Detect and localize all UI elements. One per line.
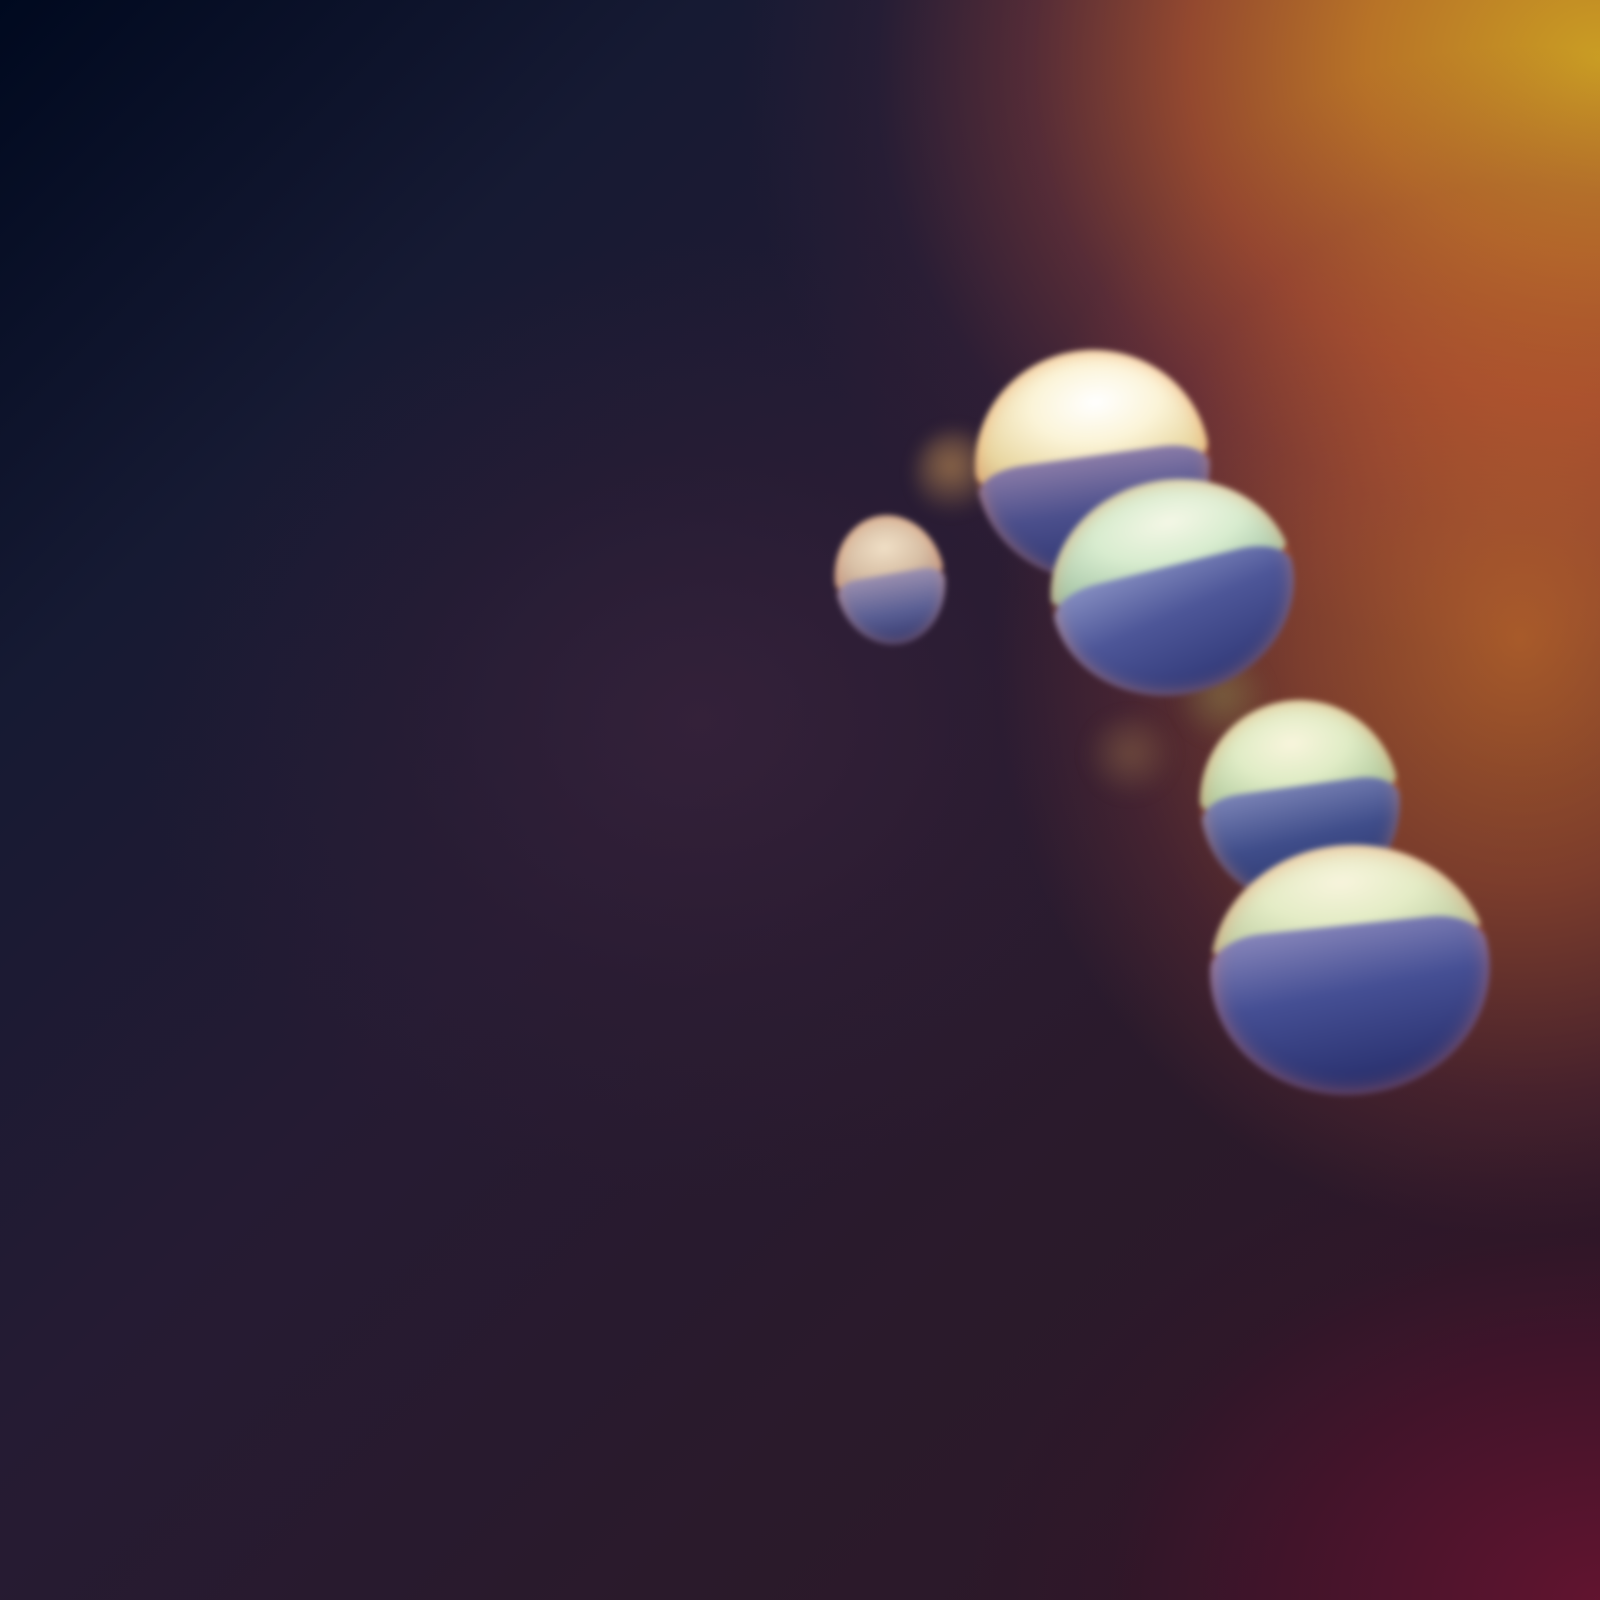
pebble-bottom-large — [1197, 831, 1503, 1109]
pebble-small-left — [824, 506, 956, 654]
ghost-pebble — [1085, 715, 1175, 800]
